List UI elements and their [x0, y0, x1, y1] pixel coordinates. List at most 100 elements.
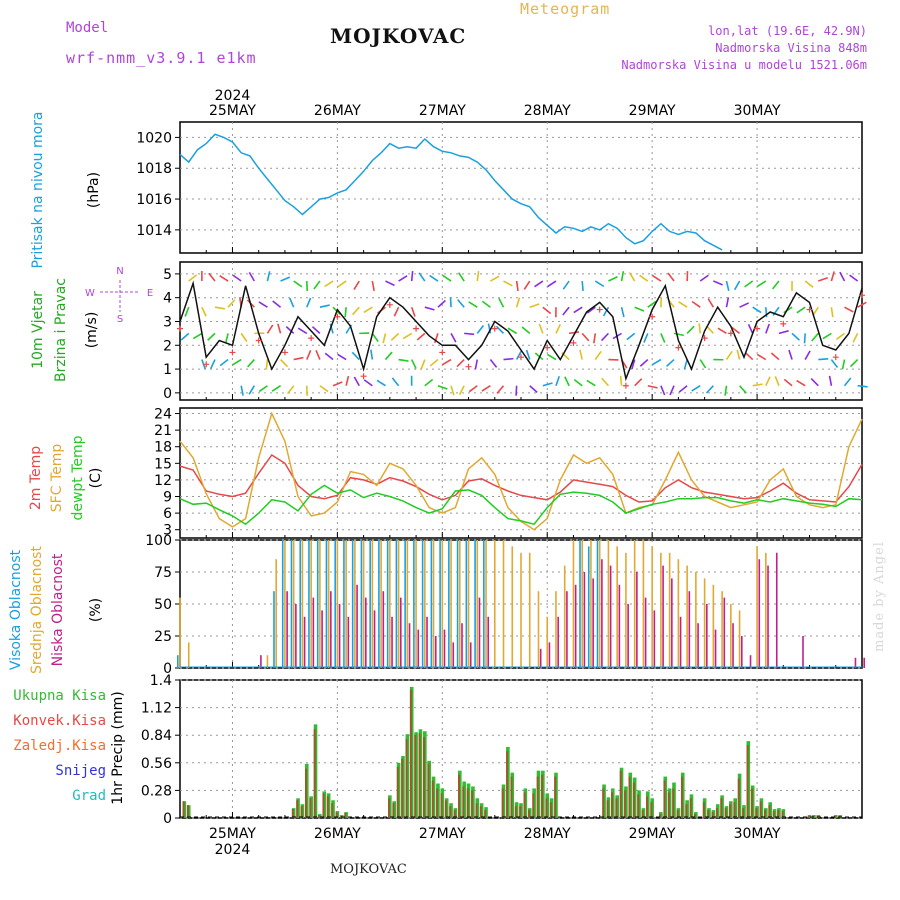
y-tick-label: 0.56 [141, 756, 172, 772]
precip-conv-bar [606, 800, 609, 818]
wind-gust-marker [386, 301, 393, 308]
wind-barb [628, 272, 636, 282]
wind-barb [791, 332, 800, 341]
wind-barb [247, 359, 255, 368]
wind-barb [538, 323, 544, 334]
altitude-label: Nadmorska Visina 848m [715, 41, 867, 55]
precip-conv-bar [401, 758, 404, 818]
wind-barb [371, 332, 379, 343]
wind-barb [822, 332, 832, 340]
wind-unit-label: (m/s) [84, 312, 100, 349]
wind-barb [201, 306, 207, 317]
y-tick-label: 1016 [136, 192, 172, 208]
wind-barb [434, 333, 439, 344]
bottom-date-label: 27MAY [419, 826, 466, 842]
precip-conv-bar [715, 808, 718, 818]
top-date-label: 27MAY [419, 103, 466, 119]
wind-barb [725, 297, 730, 308]
precip-conv-bar [737, 778, 740, 818]
wind-barb [215, 380, 223, 385]
precip-conv-bar [733, 802, 736, 818]
wind-barb [555, 324, 562, 334]
wind-barb [857, 384, 868, 388]
precip-conv-bar [702, 802, 705, 818]
wind-barb [830, 307, 834, 318]
wind-barb [503, 357, 514, 361]
meteogram-title: Meteogram [520, 0, 611, 18]
wind-barb [468, 385, 478, 393]
wind-barb [783, 306, 793, 314]
y-tick-label: 0 [163, 811, 172, 827]
precip-conv-bar [645, 796, 648, 818]
wind-barb [189, 360, 199, 363]
wind-barb [810, 378, 819, 387]
wind-barb [437, 384, 448, 390]
wind-barb [240, 332, 248, 343]
y-tick-label: 5 [163, 267, 172, 283]
wind-barb [495, 325, 505, 334]
wind-barb [370, 349, 374, 360]
y-tick-label: 3 [163, 314, 172, 330]
wind-barb [707, 298, 715, 308]
wind-barb [562, 280, 570, 290]
wind-barb [830, 359, 839, 368]
dewpt-line [179, 484, 863, 526]
precip-conv-bar [676, 810, 679, 818]
wind-gust-marker [622, 382, 629, 389]
wind-barb [852, 333, 859, 343]
wind-barb [376, 379, 386, 387]
wind-barb [639, 274, 649, 282]
precip-conv-bar [291, 809, 294, 818]
compass-s: S [117, 314, 123, 325]
y-tick-label: 2 [163, 338, 172, 354]
bottom-date-label: 26MAY [314, 826, 361, 842]
wind-barb [324, 352, 334, 361]
bottom-date-label: 30MAY [734, 826, 781, 842]
y-tick-label: 6 [163, 506, 172, 522]
wind-barb [490, 275, 500, 282]
wind-barb [594, 350, 602, 361]
cloud-unit-label: (%) [88, 598, 104, 622]
wind-barb [351, 306, 360, 316]
wind-barb [542, 306, 552, 315]
wind-barb [699, 359, 707, 369]
wind-gust-marker [780, 320, 787, 327]
wind-barb [564, 376, 570, 387]
wind-barb [811, 332, 819, 342]
wind-barb [843, 377, 852, 387]
wind-gust-marker [649, 313, 656, 320]
precip-conv-bar [453, 810, 456, 818]
precip-conv-bar [694, 814, 697, 818]
precip-conv-bar [689, 798, 692, 818]
y-tick-label: 0 [163, 661, 172, 677]
precip-conv-bar [724, 808, 727, 818]
top-date-label: 29MAY [629, 103, 676, 119]
wind-gust-marker [281, 349, 288, 356]
wind-barb [841, 359, 846, 370]
wind-barb [232, 358, 242, 366]
wind-barb [586, 306, 596, 314]
wind-barb [608, 276, 618, 282]
wind-barb [313, 280, 321, 290]
pressure-line [179, 133, 723, 251]
precip-conv-bar [506, 750, 509, 818]
precip-conv-bar [344, 813, 347, 818]
compass-cross [100, 280, 140, 312]
precip-conv-bar [632, 782, 635, 818]
precip-conv-bar [466, 788, 469, 818]
precip-conv-bar [807, 816, 810, 818]
wind-barb [515, 297, 521, 308]
wind-gust-marker [596, 306, 603, 313]
wind-axis-label-1: 10m Vjetar [30, 291, 46, 369]
wind-barb [686, 325, 695, 334]
wind-barb [192, 332, 203, 340]
precip-conv-bar [663, 780, 666, 818]
precip-conv-bar [680, 776, 683, 818]
wind-barb [651, 358, 662, 366]
wind-barb [669, 385, 675, 396]
wind-barb [219, 358, 229, 367]
bottom-year-label: 2024 [215, 842, 251, 858]
model-altitude-label: Nadmorska Visina u modelu 1521.06m [621, 58, 867, 72]
wind-gust-marker [255, 337, 262, 344]
sfc-temp-line [179, 411, 863, 531]
